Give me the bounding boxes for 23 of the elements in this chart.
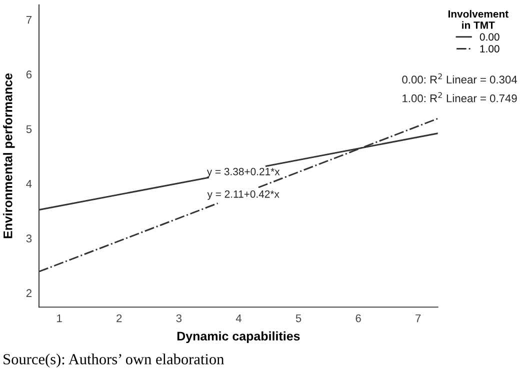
annotation: 0.00: R$^{2}$ Linear = 0.304 (402, 73, 518, 84)
y-tick-label: 7 (26, 16, 32, 24)
y-axis-title: Environmental performance (3, 73, 15, 238)
legend-title: Involvement in TMT (448, 10, 508, 29)
x-tick-label: 5 (296, 314, 302, 322)
x-tick-label: 3 (176, 314, 182, 322)
source-note: Source(s): Authors’ own elaboration (4, 354, 224, 368)
x-tick-label: 2 (116, 314, 122, 322)
y-tick-label: 5 (26, 125, 32, 134)
y-tick-label: 6 (26, 70, 32, 78)
x-tick-label: 4 (236, 314, 242, 322)
y-tick-label: 2 (26, 289, 32, 297)
annotation: y = 2.11+0.42*x (207, 190, 280, 200)
y-tick-label: 3 (26, 234, 32, 242)
annotation: 1.00: R$^{2}$ Linear = 0.749 (402, 92, 517, 102)
x-axis-title: Dynamic capabilities (177, 331, 300, 344)
x-tick-label: 1 (57, 314, 62, 322)
x-tick-label: 6 (356, 314, 361, 322)
x-tick-label: 7 (416, 314, 421, 322)
annotation: y = 3.38+0.21*x (206, 168, 280, 178)
y-tick-label: 4 (26, 180, 32, 188)
legend-label: 0.00 (480, 33, 500, 41)
legend-label: 1.00 (480, 45, 500, 52)
